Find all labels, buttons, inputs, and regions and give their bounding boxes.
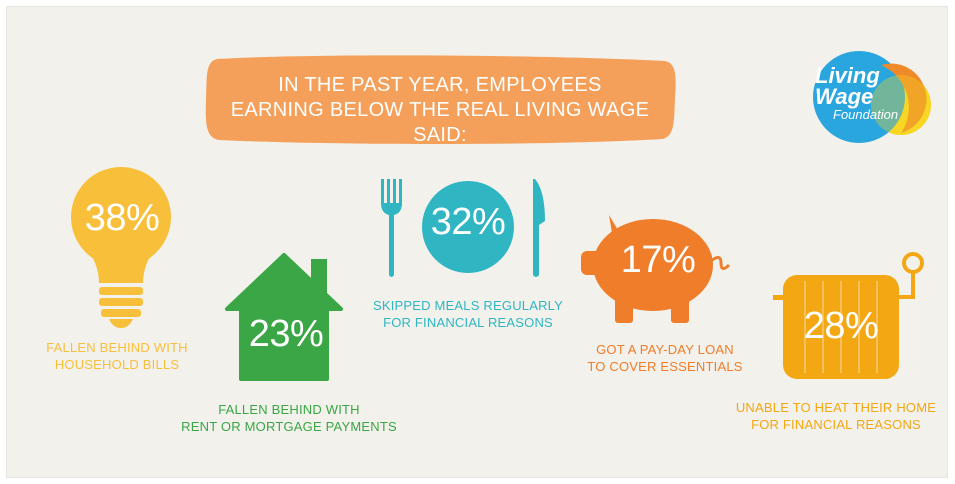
- stat-value-rent: 23%: [248, 313, 324, 355]
- stat-caption-heating: UNABLE TO HEAT THEIR HOME FOR FINANCIAL …: [735, 400, 937, 432]
- stat-caption-rent: FALLEN BEHIND WITH RENT OR MORTGAGE PAYM…: [181, 402, 397, 434]
- stat-value-meals: 32%: [430, 201, 506, 243]
- logo-line-3: Foundation: [833, 107, 899, 122]
- banner-shape: [205, 55, 676, 144]
- banner-text: IN THE PAST YEAR, EMPLOYEES EARNING BELO…: [203, 73, 677, 148]
- stat-value-bills: 38%: [84, 197, 160, 239]
- radiator-icon: [773, 252, 924, 379]
- house-icon: [225, 253, 343, 381]
- stat-caption-meals: SKIPPED MEALS REGULARLY FOR FINANCIAL RE…: [372, 298, 564, 330]
- banner-line-2: EARNING BELOW THE REAL LIVING WAGE SAID:: [230, 99, 650, 146]
- knife-icon: [533, 179, 545, 277]
- piggy-bank-icon: [581, 215, 731, 323]
- lightbulb-icon: [71, 167, 171, 328]
- headline-banner: IN THE PAST YEAR, EMPLOYEES EARNING BELO…: [203, 51, 677, 147]
- stat-value-heating: 28%: [803, 305, 879, 347]
- logo-line-1: Living: [815, 63, 880, 88]
- infographic: IN THE PAST YEAR, EMPLOYEES EARNING BELO…: [6, 6, 948, 478]
- stat-value-loan: 17%: [620, 239, 696, 281]
- logo-wordmark: Living Wage Foundation: [815, 65, 925, 123]
- stat-caption-bills: FALLEN BEHIND WITH HOUSEHOLD BILLS: [46, 340, 188, 372]
- banner-line-1: IN THE PAST YEAR, EMPLOYEES: [278, 74, 602, 96]
- fork-icon: [381, 179, 402, 277]
- plate-icon: [381, 179, 545, 277]
- logo-line-2: Wage: [815, 84, 874, 109]
- living-wage-foundation-logo: [813, 51, 931, 143]
- stat-caption-loan: GOT A PAY-DAY LOAN TO COVER ESSENTIALS: [587, 342, 743, 374]
